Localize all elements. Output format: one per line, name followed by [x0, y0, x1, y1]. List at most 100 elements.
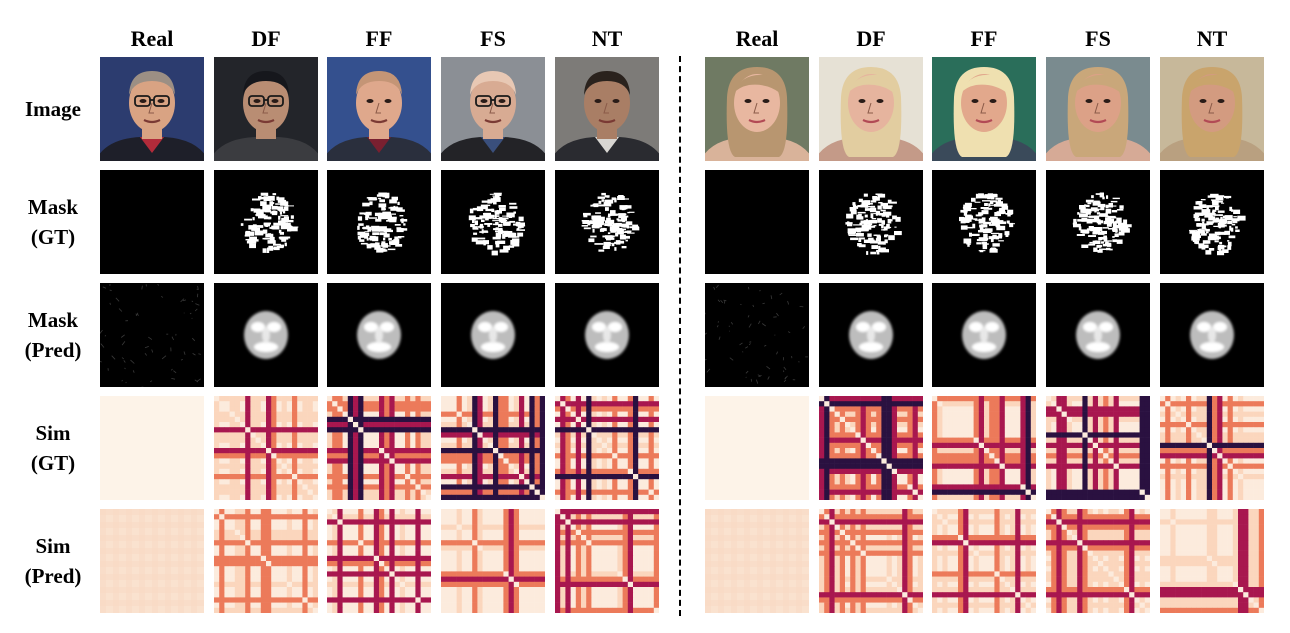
mask-gt-graphic [327, 170, 431, 274]
sim-pred-graphic [819, 509, 923, 613]
column-label-real: Real [735, 26, 779, 51]
mask-pred-graphic [1160, 283, 1264, 387]
image-graphic [441, 57, 545, 161]
mask-gt-real-cell [705, 170, 809, 274]
image-graphic [1160, 57, 1264, 161]
row-label-sim-gt: Sim (GT) [6, 418, 100, 478]
sim-gt-real-cell [100, 396, 204, 500]
image-graphic [1046, 57, 1150, 161]
sim-pred-df-cell [214, 509, 318, 613]
sim-gt-graphic [327, 396, 431, 500]
row-label-line: (GT) [30, 451, 76, 475]
image-graphic [819, 57, 923, 161]
image-ff-cell [327, 57, 431, 161]
column-label-real: Real [130, 26, 174, 51]
mask-pred-fs-cell [1046, 283, 1150, 387]
column-label-fs: FS [480, 26, 506, 51]
mask-gt-ff-cell [327, 170, 431, 274]
mask-pred-nt-cell [1160, 283, 1264, 387]
image-graphic [555, 57, 659, 161]
mask-pred-graphic [1046, 283, 1150, 387]
row-label-line: Sim [35, 421, 71, 445]
sim-pred-real-cell [705, 509, 809, 613]
mask-pred-graphic [214, 283, 318, 387]
image-graphic [214, 57, 318, 161]
column-label-df: DF [856, 26, 886, 51]
mask-gt-ff-cell [932, 170, 1036, 274]
sim-gt-fs-cell [441, 396, 545, 500]
column-label-ff: FF [970, 26, 998, 51]
mask-gt-real-cell [100, 170, 204, 274]
mask-pred-ff-cell [327, 283, 431, 387]
mask-gt-fs-cell [1046, 170, 1150, 274]
row-label-line: Sim [35, 534, 71, 558]
image-graphic [932, 57, 1036, 161]
mask-pred-fs-cell [441, 283, 545, 387]
row-label-line: Image [25, 97, 81, 121]
sim-gt-graphic [100, 396, 204, 500]
mask-gt-df-cell [819, 170, 923, 274]
sim-gt-graphic [214, 396, 318, 500]
row-label-line: Mask [27, 195, 79, 219]
sim-gt-graphic [705, 396, 809, 500]
sim-gt-real-cell [705, 396, 809, 500]
sim-gt-ff-cell [932, 396, 1036, 500]
mask-pred-df-cell [819, 283, 923, 387]
mask-pred-nt-cell [555, 283, 659, 387]
mask-gt-df-cell [214, 170, 318, 274]
mask-pred-ff-cell [932, 283, 1036, 387]
mask-pred-graphic [555, 283, 659, 387]
row-label-line: (Pred) [24, 338, 82, 362]
sim-gt-df-cell [214, 396, 318, 500]
column-label-ff: FF [365, 26, 393, 51]
image-real-cell [705, 57, 809, 161]
mask-gt-graphic [1160, 170, 1264, 274]
sim-pred-graphic [1046, 509, 1150, 613]
mask-pred-graphic [441, 283, 545, 387]
image-real-cell [100, 57, 204, 161]
sim-pred-ff-cell [932, 509, 1036, 613]
column-label-nt: NT [1196, 26, 1228, 51]
mask-pred-graphic [705, 283, 809, 387]
sim-gt-graphic [1046, 396, 1150, 500]
image-ff-cell [932, 57, 1036, 161]
mask-gt-graphic [214, 170, 318, 274]
sim-pred-graphic [705, 509, 809, 613]
image-nt-cell [1160, 57, 1264, 161]
mask-pred-df-cell [214, 283, 318, 387]
image-nt-cell [555, 57, 659, 161]
sim-pred-nt-cell [555, 509, 659, 613]
sim-gt-df-cell [819, 396, 923, 500]
image-graphic [705, 57, 809, 161]
sim-gt-graphic [819, 396, 923, 500]
sim-pred-graphic [1160, 509, 1264, 613]
mask-gt-graphic [1046, 170, 1150, 274]
sim-gt-ff-cell [327, 396, 431, 500]
mask-pred-real-cell [100, 283, 204, 387]
sim-pred-graphic [100, 509, 204, 613]
row-label-image: Image [6, 94, 100, 124]
mask-gt-fs-cell [441, 170, 545, 274]
column-label-nt: NT [591, 26, 623, 51]
sim-gt-graphic [555, 396, 659, 500]
sim-gt-graphic [441, 396, 545, 500]
sim-pred-graphic [327, 509, 431, 613]
row-label-mask-pred: Mask (Pred) [6, 305, 100, 365]
mask-gt-nt-cell [555, 170, 659, 274]
sim-pred-real-cell [100, 509, 204, 613]
sim-gt-fs-cell [1046, 396, 1150, 500]
column-label-fs: FS [1085, 26, 1111, 51]
sim-pred-graphic [214, 509, 318, 613]
sim-pred-fs-cell [441, 509, 545, 613]
mask-gt-graphic [705, 170, 809, 274]
mask-pred-graphic [100, 283, 204, 387]
mask-gt-graphic [932, 170, 1036, 274]
mask-gt-graphic [441, 170, 545, 274]
image-graphic [100, 57, 204, 161]
mask-pred-graphic [327, 283, 431, 387]
image-df-cell [214, 57, 318, 161]
image-fs-cell [1046, 57, 1150, 161]
dashed-divider [679, 56, 681, 616]
sim-pred-ff-cell [327, 509, 431, 613]
